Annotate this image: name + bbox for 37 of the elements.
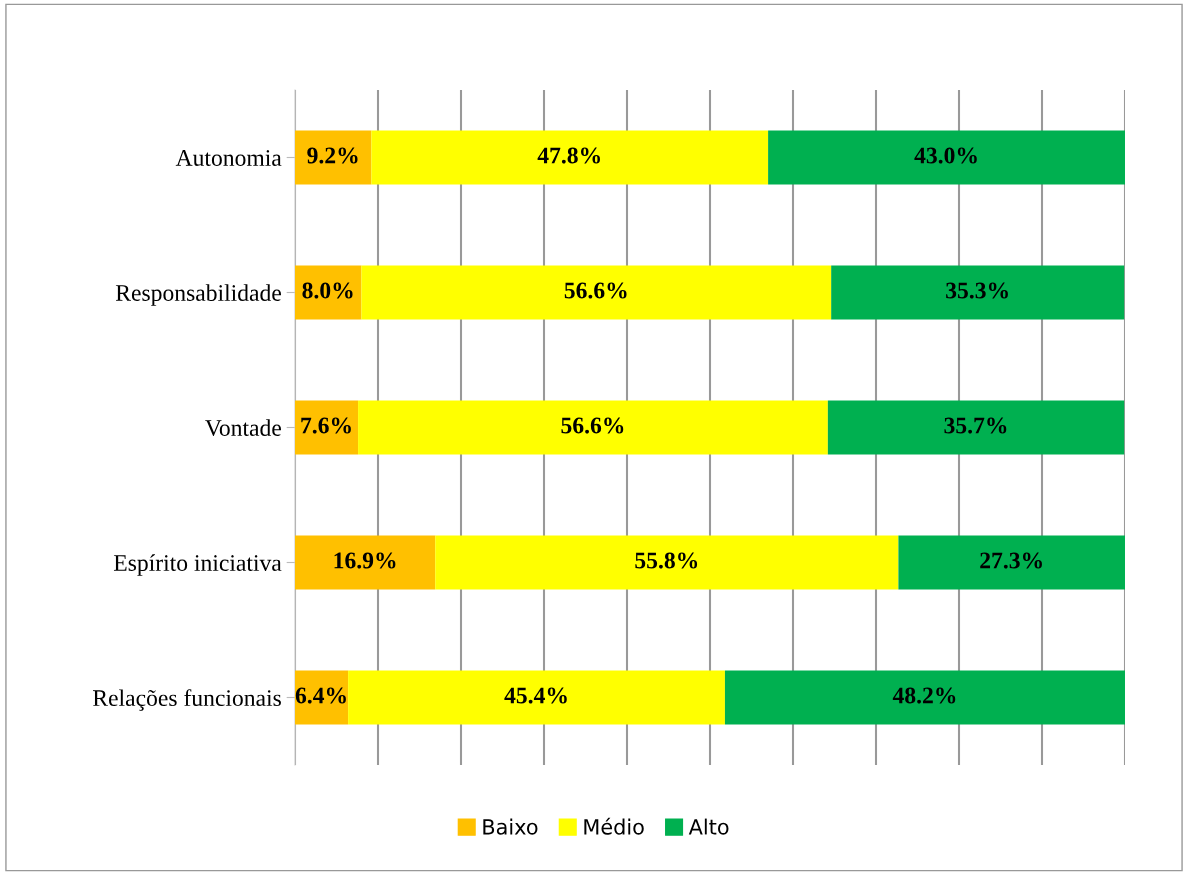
data-label: 35.7% [944,417,1007,434]
data-label: 47.8% [537,147,600,164]
legend-label: Baixo [483,818,538,835]
data-label: 16.9% [334,552,396,569]
data-label: 43.0% [914,147,977,164]
legend-label: Alto [688,818,729,835]
bar [295,400,359,455]
bar [361,265,832,320]
data-label: 35.3% [946,282,1008,299]
bar [898,535,1125,590]
data-label: 6.4% [295,687,346,704]
y-tick-label: Vontade [205,419,281,437]
y-tick-label: Relações funcionais [93,689,281,711]
bar [295,130,372,185]
data-label: 55.8% [635,552,698,569]
data-label: 48.2% [892,687,956,704]
bar [827,400,1125,455]
y-tick-label: Responsabilidade [115,284,281,306]
bar [768,130,1125,185]
bar [371,130,769,185]
data-label: 27.3% [980,552,1042,569]
bar [435,535,899,590]
data-label: 8.0% [302,282,353,299]
bar [295,535,436,590]
y-tick-label: Espírito iniciativa [113,554,282,576]
data-label: 45.4% [504,687,567,704]
data-label: 9.2% [307,147,358,164]
bar [724,670,1125,725]
legend-label: Médio [584,817,644,835]
bar [358,400,828,455]
bar [831,265,1125,320]
y-tick-label: Autonomia [175,150,282,166]
data-label: 56.6% [564,282,627,299]
bar [295,670,349,725]
data-label: 56.6% [561,417,624,434]
data-label: 7.6% [301,417,351,434]
bar [348,670,725,725]
